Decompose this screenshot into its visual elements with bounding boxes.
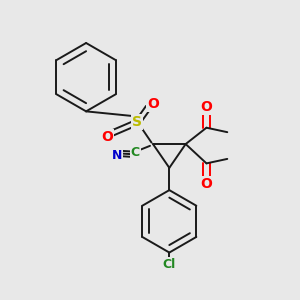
Text: S: S [132, 115, 142, 129]
Text: O: O [147, 97, 159, 111]
Text: O: O [200, 100, 212, 114]
Text: O: O [101, 130, 113, 144]
Text: Cl: Cl [163, 258, 176, 271]
Text: N: N [112, 149, 122, 162]
Text: C: C [130, 146, 140, 159]
Text: O: O [200, 177, 212, 191]
